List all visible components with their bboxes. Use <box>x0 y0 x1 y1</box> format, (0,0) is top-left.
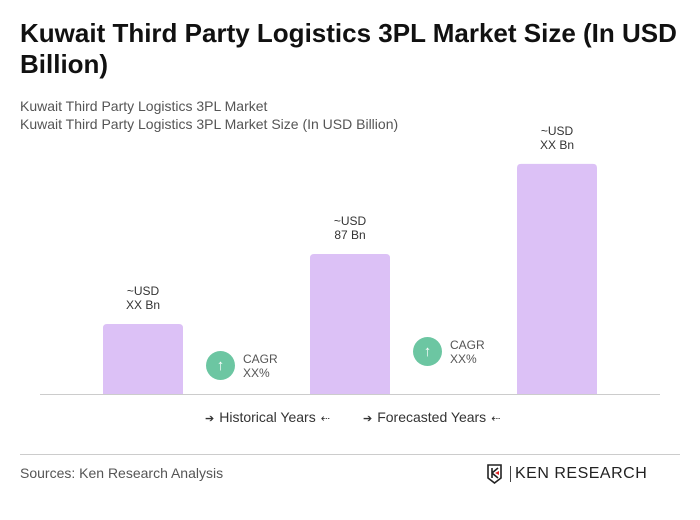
chart-subtitle-2: Kuwait Third Party Logistics 3PL Market … <box>20 116 399 132</box>
data-label-line: ~USD <box>333 214 367 228</box>
data-label-line: ~USD <box>126 284 160 298</box>
bar-2 <box>310 254 390 394</box>
data-label-line: XX Bn <box>539 137 575 152</box>
bar-chart: ~USD XX Bn ~USD 87 Bn ~USD XX Bn ↑ CAGR XX% ↑ … <box>40 124 660 425</box>
logo-text: KEN RESEARCH <box>515 465 648 482</box>
footer-divider <box>20 454 680 455</box>
cagr-value: XX% <box>243 365 270 380</box>
chart-svg <box>40 163 660 395</box>
arrow-up-icon: ↑ <box>413 337 442 366</box>
ken-research-logo: KEN RESEARCH <box>486 464 647 484</box>
source-note: Sources: Ken Research Analysis <box>20 465 224 481</box>
bar-3 <box>517 163 597 394</box>
cagr-label: CAGR <box>243 351 278 366</box>
data-label: ~USD XX Bn <box>83 284 203 312</box>
cagr-badge-2: ↑ CAGR XX% <box>413 337 485 366</box>
data-label: ~USD 87 Bn <box>290 214 410 242</box>
arrow-right-icon: ➔ <box>363 413 373 425</box>
data-label-line: ~USD <box>540 123 574 138</box>
data-label-line: XX Bn <box>125 298 161 312</box>
legend-forecasted: ➔ Forecasted Years ⇠ <box>358 409 505 425</box>
legend-label: Historical Years <box>219 409 316 425</box>
arrow-up-icon: ↑ <box>206 351 235 380</box>
cagr-value: XX% <box>450 351 477 366</box>
data-label-line: 87 Bn <box>334 228 366 242</box>
cagr-badge-1: ↑ CAGR XX% <box>206 351 278 380</box>
legend-historical: ➔ Historical Years ⇠ <box>200 409 335 425</box>
legend-label: Forecasted Years <box>377 409 487 425</box>
arrow-right-icon: ➔ <box>205 413 215 425</box>
chart-title: Kuwait Third Party Logistics 3PL Market … <box>20 18 677 79</box>
cagr-label: CAGR <box>450 337 485 352</box>
logo-icon <box>487 464 502 484</box>
arrow-left-icon: ⇠ <box>491 413 501 425</box>
bar-1 <box>103 324 183 394</box>
arrow-left-icon: ⇠ <box>320 413 330 425</box>
data-label: ~USD XX Bn <box>497 124 617 152</box>
chart-subtitle: Kuwait Third Party Logistics 3PL Market <box>20 98 268 114</box>
